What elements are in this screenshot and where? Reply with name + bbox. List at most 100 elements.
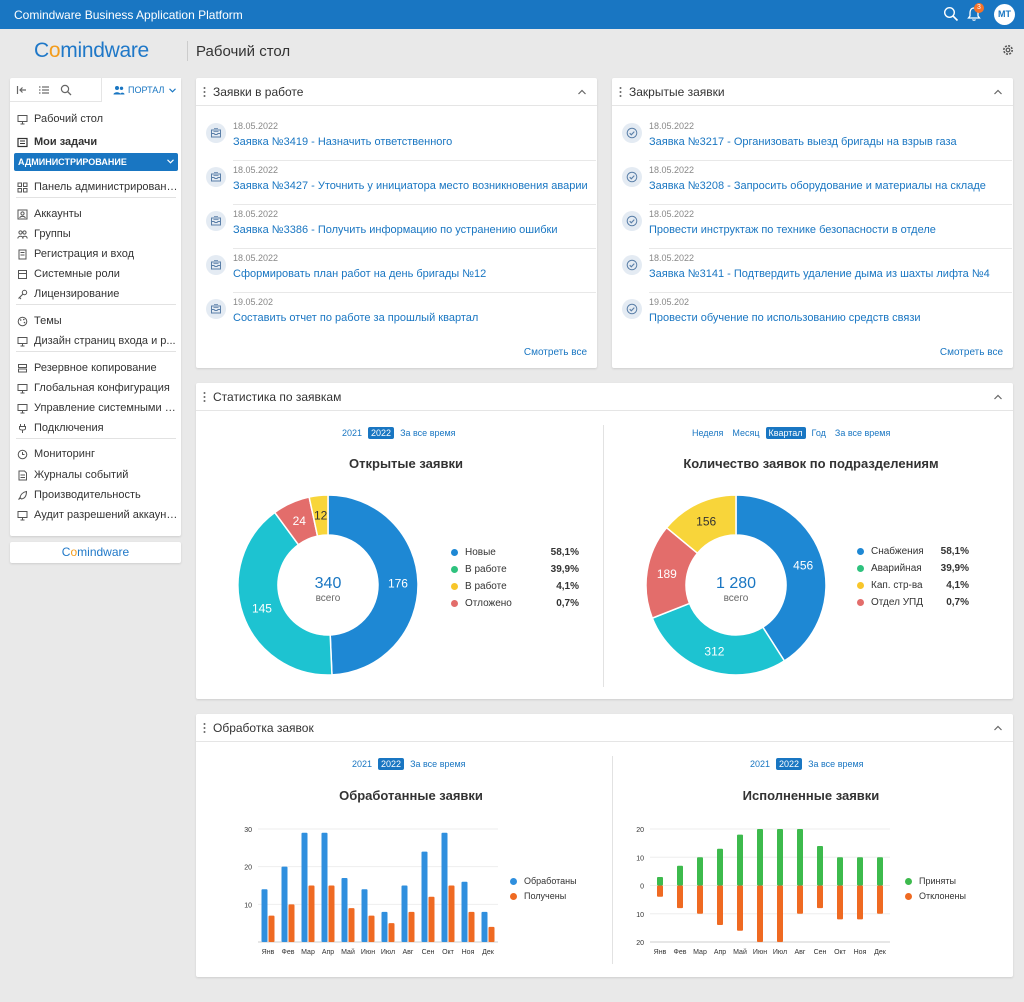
sidebar-item[interactable]: Дизайн страниц входа и р... (16, 332, 178, 350)
legend-label: Приняты (919, 876, 956, 886)
item-link[interactable]: Провести обучение по использованию средс… (649, 312, 921, 324)
sidebar-item[interactable]: Управление системными с... (16, 399, 178, 417)
logo: Comindware (34, 39, 149, 62)
period-tab[interactable]: 2022 (776, 758, 803, 770)
legend-item[interactable]: Обработаны (510, 873, 600, 888)
sidebar-item[interactable]: Глобальная конфигурация (16, 379, 178, 397)
chevron-down-icon (169, 88, 176, 93)
item-link[interactable]: Заявка №3141 - Подтвердить удаление дыма… (649, 268, 990, 280)
sidebar-item[interactable]: Мои задачи (16, 133, 178, 151)
period-tab[interactable]: Неделя (692, 428, 724, 438)
period-tab[interactable]: Квартал (765, 427, 806, 439)
portal-label: ПОРТАЛ (128, 85, 165, 95)
search-icon[interactable] (943, 6, 959, 22)
legend-value: 0,7% (556, 598, 579, 609)
sidebar-section-admin[interactable]: АДМИНИСТРИРОВАНИЕ (14, 153, 178, 171)
period-tab[interactable]: За все время (808, 759, 864, 769)
legend-item[interactable]: Приняты (905, 873, 995, 888)
search-icon[interactable] (60, 84, 72, 96)
legend-dot (857, 548, 864, 555)
legend-item[interactable]: Отдел УПД 0,7% (857, 594, 972, 611)
list-item: 19.05.202 Провести обучение по использова… (622, 294, 1002, 338)
x-tick-label: Окт (834, 949, 847, 956)
sidebar-item[interactable]: Системные роли (16, 265, 178, 283)
avatar[interactable]: МТ (994, 4, 1015, 25)
chevron-up-icon[interactable] (577, 87, 587, 97)
item-date: 18.05.2022 (649, 121, 695, 131)
drag-handle-icon[interactable] (203, 722, 206, 734)
period-tab[interactable]: За все время (410, 759, 466, 769)
item-date: 18.05.2022 (233, 165, 279, 175)
monitor-icon (17, 337, 28, 347)
drag-handle-icon[interactable] (203, 86, 206, 98)
legend-item[interactable]: Получены (510, 888, 600, 903)
bar (777, 829, 783, 886)
chevron-up-icon[interactable] (993, 723, 1003, 733)
check-circle-icon (622, 123, 642, 143)
period-tab[interactable]: За все время (400, 428, 456, 438)
panel-header: Заявки в работе (196, 78, 597, 106)
period-tab[interactable]: 2022 (368, 427, 395, 439)
sidebar-item[interactable]: Журналы событий (16, 466, 178, 484)
item-date: 19.05.202 (233, 297, 274, 307)
gear-icon[interactable] (1001, 43, 1015, 57)
sidebar-item[interactable]: Лицензирование (16, 285, 178, 303)
item-link[interactable]: Заявка №3427 - Уточнить у инициатора мес… (233, 180, 588, 192)
legend-item[interactable]: Новые 58,1% (451, 544, 586, 561)
sidebar-item[interactable]: Подключения (16, 419, 178, 437)
sidebar-item[interactable]: Темы (16, 312, 178, 330)
y-tick-label: 10 (244, 902, 252, 909)
drag-handle-icon[interactable] (619, 86, 622, 98)
sidebar-item-label: Мониторинг (34, 448, 96, 460)
period-tab[interactable]: Месяц (732, 428, 760, 438)
legend-item[interactable]: В работе 4,1% (451, 578, 586, 595)
sidebar-item[interactable]: Мониторинг (16, 445, 178, 463)
donut-slice (327, 494, 419, 676)
period-tab[interactable]: 2021 (750, 759, 771, 769)
sidebar-item[interactable]: Регистрация и вход (16, 245, 178, 263)
donut-slice (651, 602, 786, 676)
period-tab[interactable]: 2021 (342, 428, 363, 438)
x-tick-label: Авг (403, 949, 414, 956)
sidebar-item[interactable]: Рабочий стол (16, 110, 178, 128)
item-divider (233, 248, 596, 249)
item-link[interactable]: Заявка №3208 - Запросить оборудование и … (649, 180, 986, 192)
see-all-link[interactable]: Смотреть все (523, 347, 587, 358)
portal-selector[interactable]: ПОРТАЛ (101, 78, 181, 102)
legend: Приняты Отклонены (905, 873, 995, 903)
legend-item[interactable]: Кап. стр-ва 4,1% (857, 577, 972, 594)
sidebar-item[interactable]: Резервное копирование (16, 359, 178, 377)
period-tab[interactable]: 2021 (352, 759, 373, 769)
sidebar-item[interactable]: Производительность (16, 486, 178, 504)
period-tab[interactable]: Год (811, 428, 826, 438)
item-link[interactable]: Заявка №3217 - Организовать выезд бригад… (649, 136, 957, 148)
sidebar-item[interactable]: Аудит разрешений аккаунт... (16, 506, 178, 524)
item-link[interactable]: Составить отчет по работе за прошлый ква… (233, 312, 479, 324)
drag-handle-icon[interactable] (203, 391, 206, 403)
sidebar-item[interactable]: Панель администрирования (16, 178, 178, 196)
legend-dot (451, 600, 458, 607)
collapse-icon[interactable] (16, 84, 28, 96)
period-tab[interactable]: За все время (834, 428, 891, 438)
chevron-up-icon[interactable] (993, 87, 1003, 97)
sidebar-item[interactable]: Аккаунты (16, 205, 178, 223)
legend-item[interactable]: Снабжения 58,1% (857, 543, 972, 560)
sidebar-item-label: Мои задачи (34, 136, 98, 148)
item-link[interactable]: Сформировать план работ на день бригады … (233, 268, 487, 280)
legend-item[interactable]: Аварийная 39,9% (857, 560, 972, 577)
item-link[interactable]: Заявка №3386 - Получить информацию по ус… (233, 224, 558, 236)
item-date: 18.05.2022 (649, 209, 695, 219)
sidebar-item[interactable]: Группы (16, 225, 178, 243)
see-all-link[interactable]: Смотреть все (939, 347, 1003, 358)
item-link[interactable]: Заявка №3419 - Назначить ответственного (233, 136, 453, 148)
slice-label: 145 (252, 601, 272, 615)
chevron-up-icon[interactable] (993, 392, 1003, 402)
legend-item[interactable]: Отклонены (905, 888, 995, 903)
item-link[interactable]: Провести инструктаж по технике безопасно… (649, 224, 936, 236)
legend-item[interactable]: В работе 39,9% (451, 561, 586, 578)
list-icon[interactable] (38, 84, 50, 96)
inbox-icon-glyph (211, 216, 221, 226)
app-title: Comindware Business Application Platform (14, 8, 243, 22)
legend-item[interactable]: Отложено 0,7% (451, 595, 586, 612)
period-tab[interactable]: 2022 (378, 758, 405, 770)
